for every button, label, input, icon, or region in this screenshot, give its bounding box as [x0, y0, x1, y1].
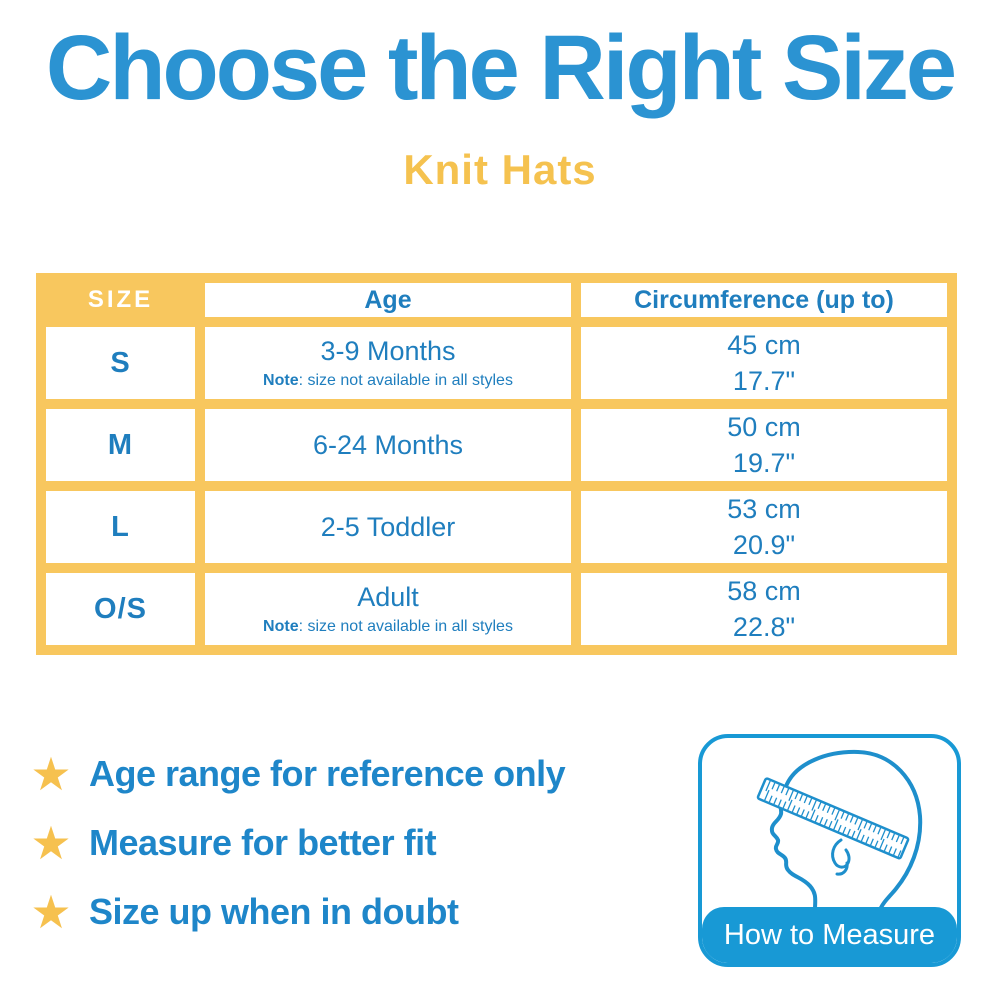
how-to-measure-label: How to Measure	[702, 907, 957, 963]
circumference-cm: 50 cm	[727, 412, 801, 442]
column-header-age: Age	[205, 283, 571, 317]
star-icon: ★	[30, 886, 72, 938]
age-note: Note: size not available in all styles	[263, 618, 513, 635]
star-icon: ★	[30, 817, 72, 869]
head-measure-illustration	[756, 749, 923, 907]
list-item: ★ Size up when in doubt	[28, 888, 565, 936]
table-row-l-age: 2-5 Toddler	[205, 491, 571, 563]
column-header-size: SIZE	[87, 286, 154, 313]
circumference-cm: 58 cm	[727, 576, 801, 606]
star-icon: ★	[30, 748, 72, 800]
note-text: Age range for reference only	[89, 753, 566, 794]
size-table: SIZE Age Circumference (up to) S 3-9 Mon…	[36, 273, 957, 655]
table-row-m-size: M	[46, 409, 195, 481]
list-item: ★ Measure for better fit	[28, 819, 565, 867]
table-row-l-size: L	[46, 491, 195, 563]
note-text: Measure for better fit	[89, 822, 437, 863]
table-row-l-circumference: 53 cm 20.9"	[581, 491, 947, 563]
usage-notes: ★ Age range for reference only ★ Measure…	[28, 750, 565, 957]
table-row-s-size: S	[46, 327, 195, 399]
age-value: 6-24 Months	[312, 429, 464, 460]
circumference-cm: 45 cm	[727, 330, 801, 360]
column-header-circumference: Circumference (up to)	[581, 283, 947, 317]
how-to-measure-card: How to Measure	[698, 734, 961, 967]
page-title: Choose the Right Size	[45, 17, 957, 119]
table-row-s-age: 3-9 Months Note: size not available in a…	[205, 327, 571, 399]
table-row-m-circumference: 50 cm 19.7"	[581, 409, 947, 481]
table-row-os-age: Adult Note: size not available in all st…	[205, 573, 571, 645]
age-value: 2-5 Toddler	[320, 511, 456, 542]
age-note: Note: size not available in all styles	[263, 372, 513, 389]
list-item: ★ Age range for reference only	[28, 750, 565, 798]
table-row-os-circumference: 58 cm 22.8"	[581, 573, 947, 645]
table-row-s-circumference: 45 cm 17.7"	[581, 327, 947, 399]
circumference-inches: 20.9"	[732, 530, 796, 560]
table-row-m-age: 6-24 Months	[205, 409, 571, 481]
circumference-inches: 22.8"	[732, 612, 796, 642]
age-value: Adult	[357, 582, 419, 612]
page-subtitle: Knit Hats	[403, 146, 597, 193]
table-row-os-size: O/S	[46, 573, 195, 645]
circumference-inches: 17.7"	[732, 366, 796, 396]
circumference-cm: 53 cm	[727, 494, 801, 524]
circumference-inches: 19.7"	[732, 448, 796, 478]
note-text: Size up when in doubt	[89, 891, 459, 932]
age-value: 3-9 Months	[320, 336, 456, 366]
